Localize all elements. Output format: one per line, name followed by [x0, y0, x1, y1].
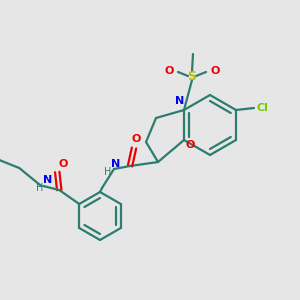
Text: N: N	[43, 175, 52, 185]
Text: Cl: Cl	[256, 103, 268, 113]
Text: S: S	[188, 70, 196, 83]
Text: O: O	[164, 66, 174, 76]
Text: O: O	[185, 140, 195, 150]
Text: H: H	[104, 167, 112, 177]
Text: N: N	[111, 159, 121, 169]
Text: O: O	[210, 66, 220, 76]
Text: H: H	[35, 183, 43, 193]
Text: O: O	[131, 134, 141, 144]
Text: O: O	[58, 159, 68, 169]
Text: N: N	[176, 96, 184, 106]
